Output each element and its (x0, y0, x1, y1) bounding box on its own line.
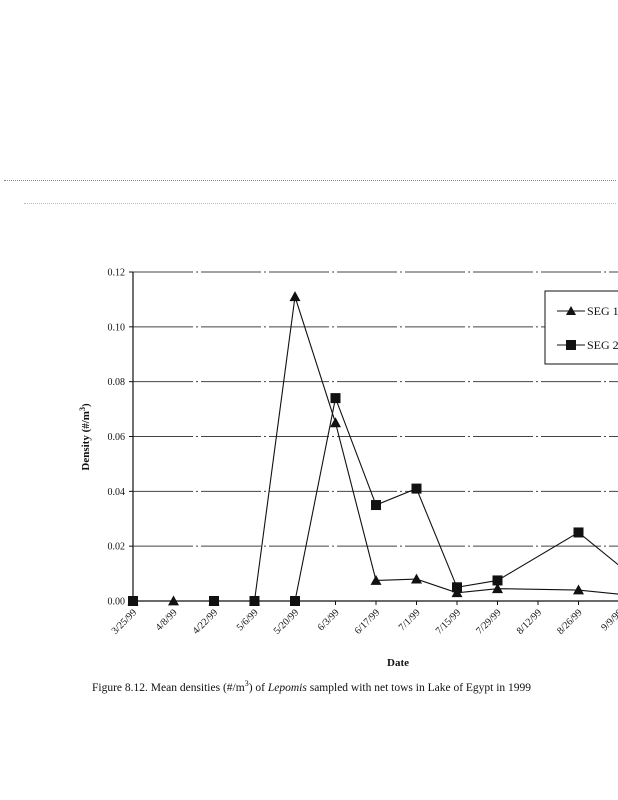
scan-artifact-line (4, 180, 616, 181)
y-axis-title-sup: 3 (78, 407, 87, 411)
x-tick-labels: 3/25/99 4/8/99 4/22/99 5/6/99 5/20/99 6/3/99 6… (110, 607, 618, 636)
y-tick-label: 0.00 (108, 597, 126, 608)
series-line-2 (133, 396, 618, 602)
y-tick-label: 0.04 (108, 487, 126, 498)
x-tick-label: 7/15/99 (434, 607, 463, 636)
seg-1-point (370, 574, 382, 585)
figure-caption: Figure 8.12. Mean densities (#/m3) of Le… (92, 679, 531, 694)
seg-2-point (249, 596, 260, 606)
x-tick-label: 6/17/99 (353, 607, 382, 636)
x-axis-title: Date (387, 657, 409, 669)
x-tick-label: 7/29/99 (474, 607, 503, 636)
x-tick-label: 7/1/99 (397, 607, 423, 633)
seg-2-point (330, 393, 341, 404)
x-tick-label: 4/8/99 (154, 607, 180, 633)
seg-2-point (209, 596, 219, 606)
x-tick-label: 5/20/99 (272, 607, 301, 636)
seg-2-point (371, 500, 381, 511)
seg-2-point (452, 582, 462, 593)
series-markers (127, 291, 584, 606)
seg-2-point (128, 596, 138, 606)
caption-prefix: Figure 8.12. Mean densities (#/m (92, 681, 245, 694)
legend-square-marker (566, 340, 576, 350)
y-tick-label: 0.10 (108, 322, 126, 333)
seg-1-point (168, 595, 179, 606)
seg-1-point (330, 417, 341, 428)
x-tick-label: 9/9/99 (599, 607, 618, 633)
x-tick-label: 8/12/99 (515, 607, 544, 636)
legend-label-2: SEG 2 (587, 338, 618, 352)
y-tick-label: 0.08 (108, 377, 126, 388)
y-tick-labels: 0.00 0.02 0.04 0.06 0.08 0.10 0.12 (108, 268, 126, 608)
legend-box (544, 290, 618, 365)
legend-label-1: SEG 1 (587, 304, 618, 318)
y-axis-title: Density (#/m3) (78, 403, 92, 471)
seg-1-point (411, 573, 422, 584)
y-axis-title-prefix: Density (#/m (80, 411, 92, 471)
seg-2-point (573, 527, 584, 538)
legend-triangle-marker (566, 306, 576, 315)
x-tick-label: 3/25/99 (110, 607, 139, 636)
caption-genus: Lepomis (267, 681, 307, 694)
caption-suffix: sampled with net tows in Lake of Egypt i… (306, 681, 532, 694)
gridlines (133, 271, 618, 547)
seg-1-point (573, 584, 584, 595)
y-tick-label: 0.02 (108, 542, 126, 553)
seg-2-point (411, 483, 422, 494)
y-tick-label: 0.06 (108, 432, 126, 443)
seg-1-point (492, 583, 503, 594)
x-tick-label: 6/3/99 (316, 607, 342, 633)
x-tick-label: 8/26/99 (555, 607, 584, 636)
caption-middle: ) of (248, 681, 268, 694)
seg-2-point (492, 575, 503, 586)
legend: SEG 1 SEG 2 (544, 290, 618, 365)
seg-2-point (290, 596, 300, 606)
x-tick-label: 5/6/99 (235, 607, 261, 633)
y-tick-label: 0.12 (108, 268, 126, 279)
x-tick-label: 4/22/99 (191, 607, 220, 636)
scan-artifact-line (24, 203, 616, 204)
caption-sup: 3 (244, 679, 249, 688)
seg-1-point (289, 291, 301, 302)
y-axis-title-suffix: ) (80, 403, 92, 407)
